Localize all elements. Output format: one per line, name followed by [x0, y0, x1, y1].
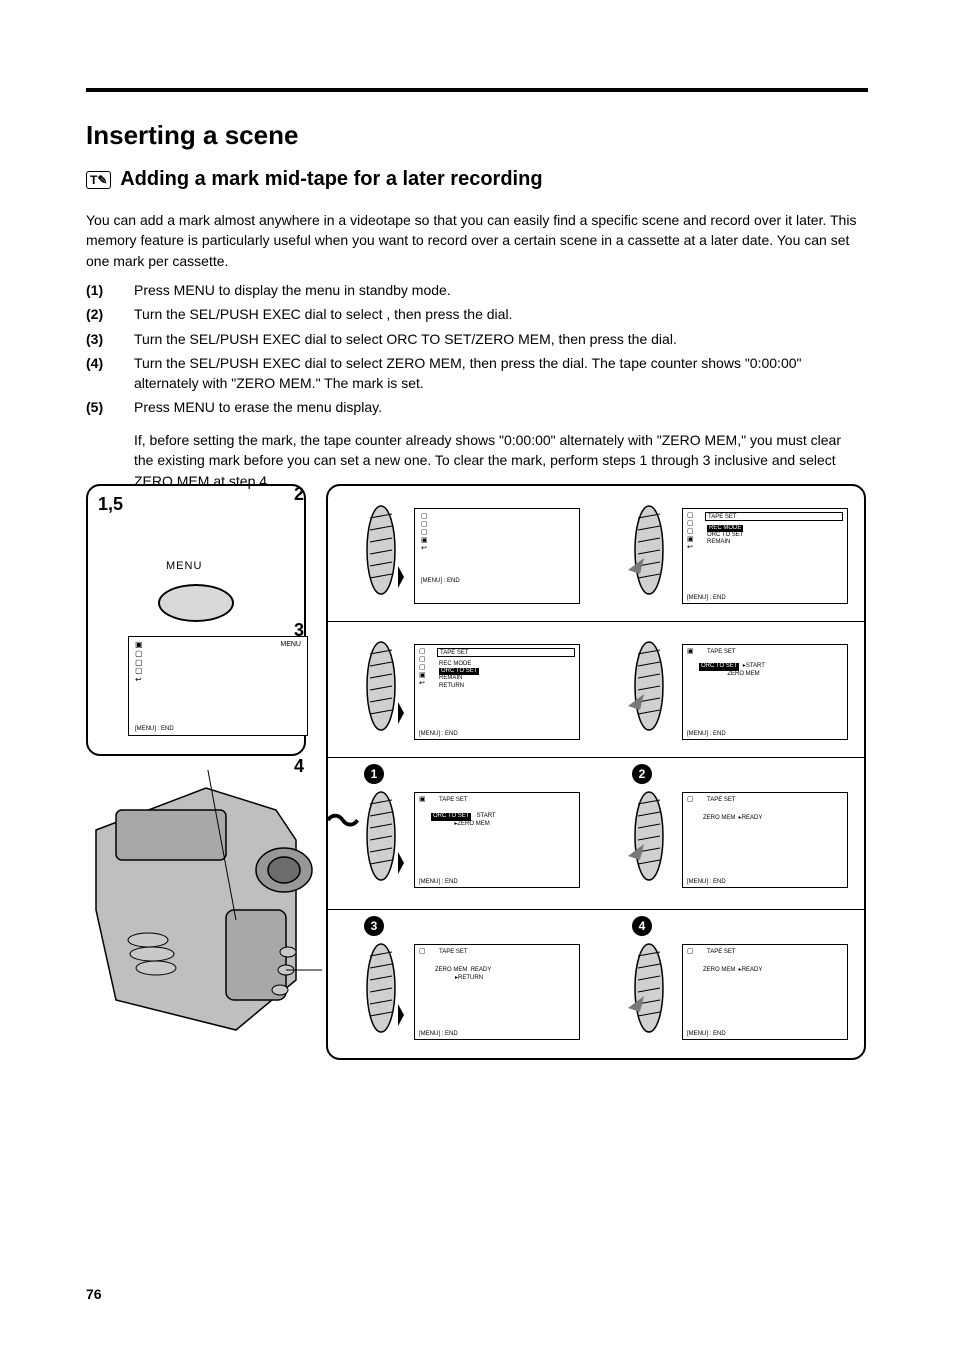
page-number: 76 [86, 1286, 102, 1302]
steps-list: (1)Press MENU to display the menu in sta… [86, 280, 868, 422]
grid-row-2: 2 ▢▢▢▣↩ [MENU] : END [328, 486, 864, 622]
step-item: (5)Press MENU to erase the menu display. [86, 397, 868, 417]
dial-rotate-icon [358, 500, 404, 600]
grid-row-4b: 3 TAPE SET ZERO MEM READY ▸RETURN ▢ [MEN… [328, 910, 864, 1062]
dial-press-icon [626, 786, 672, 886]
lcd-screen: TAPE SET ORC TO SET START ▸ZERO MEM ▣ [M… [414, 792, 580, 888]
grid-row-4a: 4 〜 1 TAPE SET ORC TO SET START ▸ZERO ME… [328, 758, 864, 910]
left-panel: 1,5 MENU MENU ▣▢▢▢↩ [MENU] : END [86, 484, 306, 756]
page-title: Inserting a scene [86, 120, 298, 151]
row-step-number: 3 [294, 620, 304, 641]
horizontal-rule [86, 88, 868, 92]
diagram: 1,5 MENU MENU ▣▢▢▢↩ [MENU] : END [86, 484, 868, 1062]
dial-rotate-icon [358, 636, 404, 736]
substep-bullet: 4 [632, 916, 652, 936]
tape-edit-icon: T✎ [86, 171, 111, 189]
dial-press-icon [626, 636, 672, 736]
dial-rotate-icon [358, 786, 404, 886]
substep-bullet: 2 [632, 764, 652, 784]
menu-icon-stack: ▣▢▢▢↩ [135, 641, 143, 685]
note-paragraph: If, before setting the mark, the tape co… [134, 430, 864, 491]
row-step-number: 4 [294, 756, 304, 777]
menu-button-label: MENU [166, 560, 202, 572]
sequence-grid: 2 ▢▢▢▣↩ [MENU] : END [326, 484, 866, 1060]
lcd-screen: ▢▢▢▣↩ [MENU] : END [414, 508, 580, 604]
step-item: (1)Press MENU to display the menu in sta… [86, 280, 868, 300]
substep-bullet: 1 [364, 764, 384, 784]
row-step-number: 2 [294, 484, 304, 505]
menu-button-icon [158, 584, 234, 622]
lcd-screen: TAPE SET ZERO MEM READY ▸RETURN ▢ [MENU]… [414, 944, 580, 1040]
step-item: (3)Turn the SEL/PUSH EXEC dial to select… [86, 329, 868, 349]
panel-step-number: 1,5 [98, 494, 123, 515]
lcd-preview: MENU ▣▢▢▢↩ [MENU] : END [128, 636, 308, 736]
step-item: (2)Turn the SEL/PUSH EXEC dial to select… [86, 304, 868, 324]
subtitle: T✎ Adding a mark mid-tape for a later re… [86, 168, 543, 191]
camcorder-illustration [86, 770, 322, 1050]
lcd-title-bar: TAPE SET [705, 512, 843, 521]
dial-press-icon [626, 500, 672, 600]
dial-rotate-icon [358, 938, 404, 1038]
lcd-screen: TAPE SET ORC TO SET ▸START ZERO MEM ▣ [M… [682, 644, 848, 740]
grid-row-3: 3 TAPE SET ▢▢▢▣↩ REC MODE ORC TO SET REM… [328, 622, 864, 758]
step-item: (4)Turn the SEL/PUSH EXEC dial to select… [86, 353, 868, 394]
dial-press-icon [626, 938, 672, 1038]
subtitle-text: Adding a mark mid-tape for a later recor… [120, 168, 542, 190]
substep-bullet: 3 [364, 916, 384, 936]
lcd-screen: TAPE SET ZERO MEM ▸READY ▢ [MENU] : END [682, 792, 848, 888]
lcd-screen: TAPE SET ▢▢▢▣↩ REC MODE ORC TO SET REMAI… [414, 644, 580, 740]
lcd-screen: TAPE SET ▢▢▢▣↩ REC MODE ORC TO SET REMAI… [682, 508, 848, 604]
lcd-screen: TAPE SET ZERO MEM ▸READY ▢ [MENU] : END [682, 944, 848, 1040]
intro-paragraph: You can add a mark almost anywhere in a … [86, 210, 868, 271]
